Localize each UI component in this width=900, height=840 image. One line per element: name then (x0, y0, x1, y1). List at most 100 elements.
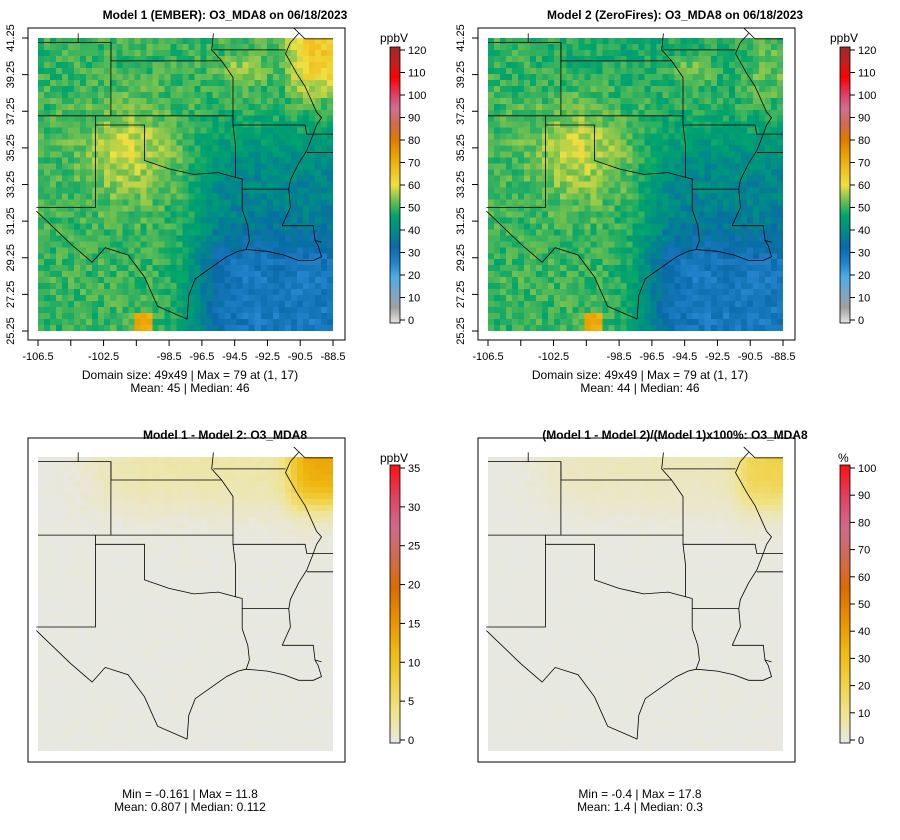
state-boundary (661, 452, 684, 536)
colorbar-tick-label: 60 (858, 572, 870, 584)
state-boundary (488, 452, 529, 463)
state-boundary (528, 461, 672, 481)
colorbar (839, 46, 851, 324)
state-boundary (233, 543, 314, 554)
colorbar-tick-label: 30 (408, 248, 420, 260)
panel-4-heatmap (488, 457, 783, 751)
colorbar-tick-label: 30 (408, 502, 420, 514)
x-tick-label: -88.5 (770, 351, 795, 363)
state-boundary (486, 115, 546, 208)
colorbar-tick-label: 50 (858, 203, 870, 215)
colorbar-tick-label: 60 (408, 180, 420, 192)
state-boundary (488, 115, 686, 178)
x-tick-label: -102.5 (538, 351, 569, 363)
state-boundary (36, 630, 188, 740)
y-tick-label: 31.25 (455, 207, 467, 235)
colorbar-tick-label: 80 (408, 135, 420, 147)
plot-frame (27, 437, 346, 763)
x-tick-label: -102.5 (88, 351, 119, 363)
y-tick-label: 35.25 (5, 134, 17, 162)
state-boundary (743, 27, 783, 40)
colorbar-tick-label: 10 (858, 293, 870, 305)
panel-1-stats-line2: Mean: 45 | Median: 46 (130, 381, 250, 395)
state-boundary (281, 452, 323, 646)
colorbar-tick-label: 100 (858, 463, 876, 475)
colorbar-tick-label: 15 (408, 618, 420, 630)
y-tick-label: 25.25 (455, 317, 467, 345)
y-tick-label: 25.25 (5, 317, 17, 345)
state-boundary (233, 124, 314, 135)
colorbar-tick-label: 110 (858, 68, 876, 80)
state-boundary (38, 534, 236, 597)
colorbar-tick-label: 25 (408, 541, 420, 553)
x-tick-label: -94.5 (222, 351, 247, 363)
y-tick-label: 39.25 (455, 61, 467, 89)
state-boundary (186, 240, 322, 320)
y-tick-label: 29.25 (5, 244, 17, 272)
panel-1-title: Model 1 (EMBER): O3_MDA8 on 06/18/2023 (102, 8, 348, 22)
x-tick-label: -98.5 (607, 351, 632, 363)
colorbar-tick-label: 10 (858, 708, 870, 720)
colorbar-tick-label: 50 (408, 203, 420, 215)
x-tick-label: -90.5 (288, 351, 313, 363)
colorbar-tick-label: 20 (858, 681, 870, 693)
colorbar-tick-label: 90 (858, 113, 870, 125)
state-boundary (95, 543, 289, 609)
y-tick-label: 37.25 (455, 97, 467, 125)
colorbar-tick-label: 0 (858, 315, 864, 327)
colorbar (839, 464, 851, 744)
state-boundary (743, 446, 783, 459)
state-boundary (683, 124, 764, 135)
panel-2-colorbar-unit: ppbV (830, 31, 859, 45)
colorbar-tick-label: 20 (858, 270, 870, 282)
state-boundary (636, 240, 772, 320)
state-boundary (661, 33, 684, 116)
state-boundary (683, 543, 764, 554)
colorbar-tick-label: 30 (858, 653, 870, 665)
state-boundary (545, 124, 739, 190)
panel-3-colorbar-unit: ppbV (380, 451, 409, 465)
y-tick-label: 31.25 (5, 207, 17, 235)
panel-1-heatmap (38, 38, 333, 331)
colorbar-tick-label: 120 (408, 45, 426, 57)
panel-3-heatmap (38, 457, 333, 751)
colorbar-tick-label: 0 (408, 735, 414, 747)
state-boundary (95, 124, 289, 190)
y-tick-label: 33.25 (5, 171, 17, 199)
state-boundary (486, 630, 638, 740)
y-tick-label: 35.25 (455, 134, 467, 162)
x-tick-label: -96.5 (639, 351, 664, 363)
state-boundary (36, 115, 96, 208)
panel-2-stats-line1: Domain size: 49x49 | Max = 79 at (1, 17) (531, 368, 749, 382)
x-tick-label: -106.5 (472, 351, 503, 363)
y-tick-label: 39.25 (5, 61, 17, 89)
y-tick-label: 33.25 (455, 171, 467, 199)
colorbar-tick-label: 40 (858, 626, 870, 638)
state-boundary (731, 452, 773, 646)
state-boundary (38, 33, 79, 43)
state-boundary (211, 33, 234, 116)
state-boundary (186, 659, 322, 740)
state-boundary (636, 659, 772, 740)
panel-4-colorbar-unit: % (838, 451, 849, 465)
state-boundary (241, 189, 250, 250)
colorbar-tick-label: 70 (408, 158, 420, 170)
y-tick-label: 29.25 (455, 244, 467, 272)
state-boundary (732, 225, 772, 243)
state-boundary (545, 543, 739, 609)
state-boundary (691, 608, 700, 670)
x-tick-label: -98.5 (157, 351, 182, 363)
state-boundary (211, 452, 234, 536)
colorbar-tick-label: 70 (858, 545, 870, 557)
colorbar-tick-label: 100 (858, 90, 876, 102)
x-tick-label: -94.5 (672, 351, 697, 363)
colorbar (389, 464, 401, 744)
state-boundary (282, 225, 322, 243)
y-tick-label: 37.25 (5, 97, 17, 125)
state-boundary (731, 33, 773, 226)
panel-1-stats-line1: Domain size: 49x49 | Max = 79 at (1, 17) (81, 368, 299, 382)
x-tick-label: -92.5 (705, 351, 730, 363)
state-boundary (488, 534, 686, 597)
y-tick-label: 27.25 (5, 281, 17, 309)
